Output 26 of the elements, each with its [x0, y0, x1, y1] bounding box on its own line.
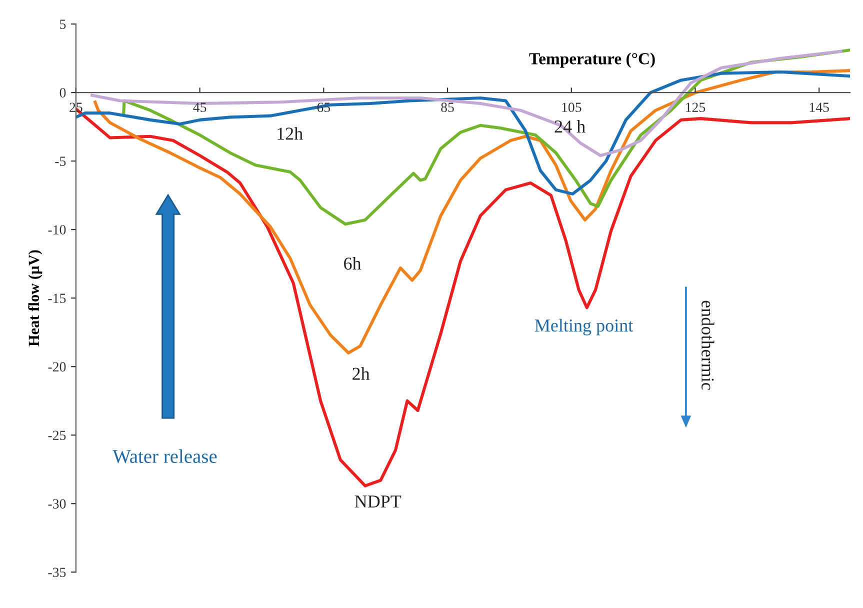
x-axis-title: Temperature (°C)	[529, 52, 655, 68]
y-axis-title: Heat flow (µV)	[28, 250, 42, 346]
annotation: 2h	[352, 367, 370, 380]
annotation: Melting point	[534, 318, 634, 336]
y-tick-label: 5	[60, 20, 66, 29]
x-tick-label: 45	[193, 102, 206, 112]
y-tick-label: -35	[48, 568, 66, 578]
annotation: Water release	[112, 449, 217, 464]
y-tick-label: -15	[48, 294, 66, 304]
annotation: 24 h	[554, 120, 586, 132]
x-tick-label: 145	[810, 102, 829, 112]
annotation: NDPT	[354, 496, 402, 508]
y-tick-label: -25	[48, 430, 66, 440]
y-tick-label: 0	[60, 88, 66, 98]
y-tick-label: -5	[55, 156, 66, 166]
x-tick-label: 65	[317, 102, 330, 112]
y-tick-label: -10	[48, 225, 66, 235]
y-tick-label: -20	[48, 362, 66, 372]
annotation: 12h	[278, 127, 303, 140]
line-series	[90, 50, 842, 158]
x-tick-label: 125	[686, 102, 706, 112]
annotation: 6h	[344, 257, 362, 270]
x-tick-label: 105	[562, 102, 582, 112]
y-tick-label: -30	[48, 499, 66, 509]
x-tick-label: 85	[441, 102, 454, 112]
annotation: endothermic	[702, 300, 714, 390]
